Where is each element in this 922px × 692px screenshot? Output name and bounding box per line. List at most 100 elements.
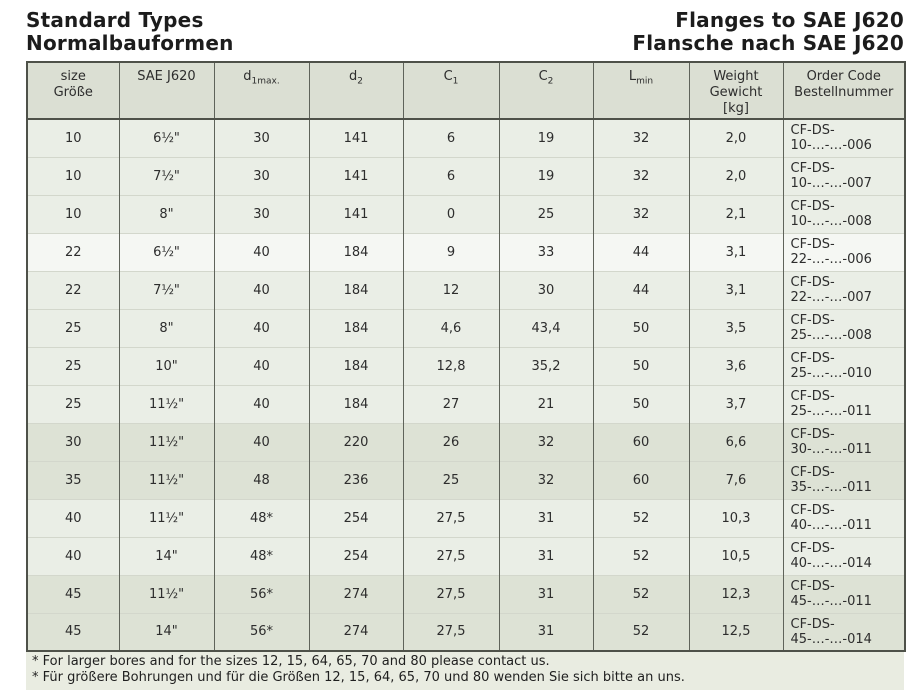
cell-d1max: 40 (213, 346, 309, 385)
cell-c1: 12,8 (402, 346, 499, 385)
cell-order_code: CF-DS-22-…-…-006 (782, 232, 905, 271)
cell-order_code: CF-DS-25-…-…-011 (782, 384, 905, 423)
cell-d1max: 30 (213, 119, 309, 157)
cell-size: 10 (27, 156, 119, 195)
cell-c1: 27,5 (402, 612, 499, 651)
col-header-d1max: d1max. (213, 62, 309, 120)
cell-sae_j620: 11½" (118, 384, 214, 423)
title-left: Standard Types Normalbauformen (26, 9, 234, 55)
cell-sae_j620: 14" (118, 612, 214, 651)
cell-lmin: 32 (592, 156, 689, 195)
table-header-row: size Größe SAE J620 d1max. d2 C1 C2 Lmin… (27, 62, 905, 120)
cell-sae_j620: 8" (118, 194, 214, 233)
cell-size: 45 (27, 612, 119, 651)
cell-lmin: 44 (592, 232, 689, 271)
cell-lmin: 50 (592, 384, 689, 423)
cell-c2: 30 (498, 270, 593, 309)
cell-sae_j620: 11½" (118, 460, 214, 499)
cell-d1max: 40 (213, 270, 309, 309)
cell-d1max: 30 (213, 156, 309, 195)
cell-d2: 184 (308, 308, 403, 347)
cell-weight: 12,5 (688, 612, 783, 651)
cell-lmin: 60 (592, 422, 689, 461)
table-row: 10 7½" 30 141 6 19 32 2,0 CF-DS-10-…-…-007 (27, 156, 905, 195)
table-row: 10 8" 30 141 0 25 32 2,1 CF-DS-10-…-…-008 (27, 194, 905, 233)
table-row: 25 11½" 40 184 27 21 50 3,7 CF-DS-25-…-…-011 (27, 384, 905, 423)
cell-d2: 141 (308, 119, 403, 157)
cell-c2: 31 (498, 536, 593, 575)
cell-weight: 10,3 (688, 498, 783, 537)
cell-lmin: 52 (592, 536, 689, 575)
table-row: 25 8" 40 184 4,6 43,4 50 3,5 CF-DS-25-…-…-008 (27, 308, 905, 347)
cell-weight: 3,5 (688, 308, 783, 347)
table-row: 25 10" 40 184 12,8 35,2 50 3,6 CF-DS-25-…-…-010 (27, 346, 905, 385)
cell-c2: 32 (498, 460, 593, 499)
cell-d1max: 48 (213, 460, 309, 499)
cell-lmin: 44 (592, 270, 689, 309)
cell-d2: 254 (308, 536, 403, 575)
cell-sae_j620: 7½" (118, 156, 214, 195)
col-header-size-de: Größe (53, 85, 93, 100)
cell-c1: 26 (402, 422, 499, 461)
cell-sae_j620: 10" (118, 346, 214, 385)
cell-c2: 25 (498, 194, 593, 233)
table-row: 40 11½" 48* 254 27,5 31 52 10,3 CF-DS-40-…-…-011 (27, 498, 905, 537)
cell-order_code: CF-DS-45-…-…-011 (782, 574, 905, 613)
cell-lmin: 52 (592, 574, 689, 613)
cell-weight: 10,5 (688, 536, 783, 575)
cell-order_code: CF-DS-10-…-…-006 (782, 119, 905, 157)
cell-sae_j620: 6½" (118, 232, 214, 271)
title-flansche-sae: Flansche nach SAE J620 (632, 31, 904, 55)
cell-c1: 0 (402, 194, 499, 233)
table-row: 45 11½" 56* 274 27,5 31 52 12,3 CF-DS-45-…-…-011 (27, 574, 905, 613)
cell-order_code: CF-DS-40-…-…-014 (782, 536, 905, 575)
col-header-c2: C2 (498, 62, 593, 120)
cell-size: 10 (27, 194, 119, 233)
col-header-weight-unit: [kg] (723, 101, 749, 116)
col-header-weight-en: Weight (713, 69, 759, 84)
cell-weight: 3,1 (688, 270, 783, 309)
cell-order_code: CF-DS-35-…-…-011 (782, 460, 905, 499)
cell-d1max: 56* (213, 612, 309, 651)
cell-c2: 33 (498, 232, 593, 271)
cell-size: 45 (27, 574, 119, 613)
cell-d1max: 40 (213, 232, 309, 271)
cell-lmin: 32 (592, 119, 689, 157)
cell-d1max: 40 (213, 384, 309, 423)
title-standard-types: Standard Types (26, 8, 204, 32)
cell-c2: 31 (498, 498, 593, 537)
cell-c2: 43,4 (498, 308, 593, 347)
cell-sae_j620: 11½" (118, 574, 214, 613)
cell-lmin: 32 (592, 194, 689, 233)
cell-order_code: CF-DS-45-…-…-014 (782, 612, 905, 651)
col-header-d2: d2 (308, 62, 403, 120)
table-row: 10 6½" 30 141 6 19 32 2,0 CF-DS-10-…-…-006 (27, 119, 905, 157)
cell-d1max: 48* (213, 498, 309, 537)
cell-c1: 12 (402, 270, 499, 309)
cell-weight: 7,6 (688, 460, 783, 499)
cell-c1: 27,5 (402, 498, 499, 537)
cell-d2: 184 (308, 346, 403, 385)
table-body: 10 6½" 30 141 6 19 32 2,0 CF-DS-10-…-…-006 10 7½" 3… (27, 119, 905, 651)
cell-size: 25 (27, 384, 119, 423)
cell-sae_j620: 11½" (118, 498, 214, 537)
cell-order_code: CF-DS-25-…-…-008 (782, 308, 905, 347)
table-row: 30 11½" 40 220 26 32 60 6,6 CF-DS-30-…-…-011 (27, 422, 905, 461)
cell-d2: 141 (308, 156, 403, 195)
cell-sae_j620: 7½" (118, 270, 214, 309)
cell-c1: 27 (402, 384, 499, 423)
cell-order_code: CF-DS-10-…-…-008 (782, 194, 905, 233)
cell-d2: 274 (308, 612, 403, 651)
cell-size: 25 (27, 308, 119, 347)
cell-sae_j620: 6½" (118, 119, 214, 157)
table-row: 22 7½" 40 184 12 30 44 3,1 CF-DS-22-…-…-007 (27, 270, 905, 309)
cell-weight: 3,6 (688, 346, 783, 385)
cell-order_code: CF-DS-30-…-…-011 (782, 422, 905, 461)
col-header-lmin: Lmin (592, 62, 689, 120)
cell-size: 40 (27, 536, 119, 575)
cell-c1: 9 (402, 232, 499, 271)
cell-d2: 184 (308, 384, 403, 423)
cell-order_code: CF-DS-25-…-…-010 (782, 346, 905, 385)
flange-dimensions-table: size Größe SAE J620 d1max. d2 C1 C2 Lmin… (26, 61, 906, 652)
